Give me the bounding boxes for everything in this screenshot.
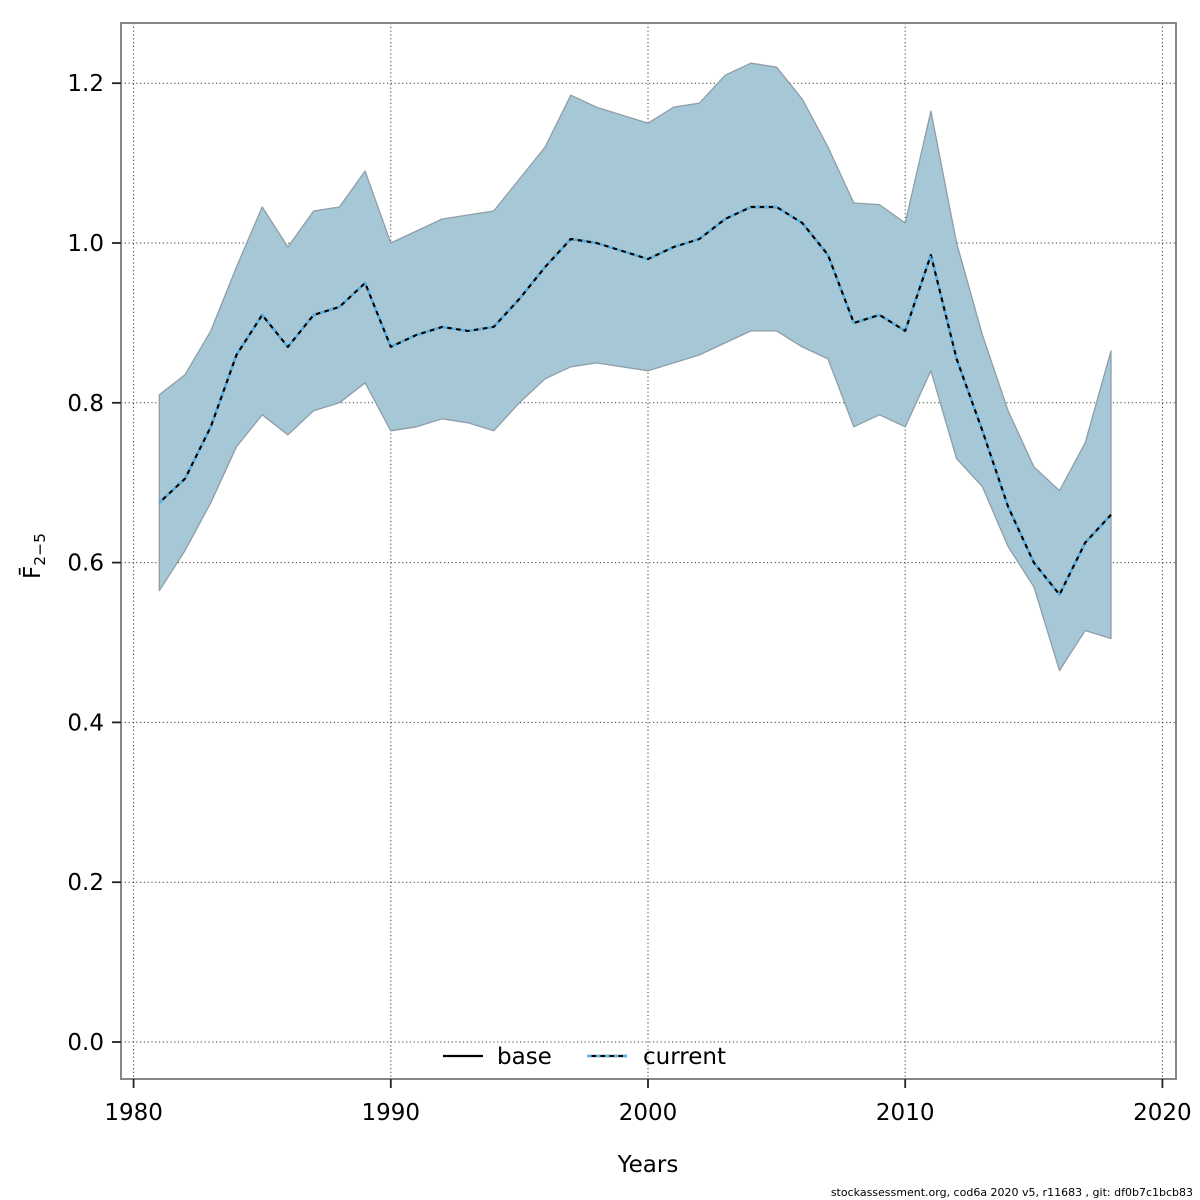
tick-label-y-0.0: 0.0 — [67, 1030, 104, 1056]
tick-label-y-0.4: 0.4 — [67, 710, 104, 736]
tick-label-x-2000: 2000 — [619, 1100, 678, 1126]
tick-label-x-2010: 2010 — [876, 1100, 935, 1126]
series-layer — [158, 205, 1112, 596]
axis-tick-labels: 1980 1990 2000 2010 2020 0.0 0.2 0.4 0.6 0.8 1.0 1.… — [67, 71, 1191, 1126]
y-axis-title: F̄2−5 — [18, 533, 49, 579]
tick-label-y-0.8: 0.8 — [67, 391, 104, 417]
y-axis-title-main: F̄ — [18, 566, 46, 579]
tick-label-y-1.2: 1.2 — [67, 71, 104, 97]
axis-ticks — [112, 82, 1164, 1088]
x-axis-title: Years — [617, 1152, 679, 1178]
legend-label-current: current — [643, 1044, 726, 1070]
current-line — [158, 205, 1112, 596]
tick-label-x-1980: 1980 — [104, 1100, 163, 1126]
legend: base current — [443, 1044, 726, 1070]
band-layer — [158, 62, 1112, 672]
tick-label-x-1990: 1990 — [362, 1100, 421, 1126]
footer-attribution: stockassessment.org, cod6a 2020 v5, r116… — [831, 1186, 1193, 1199]
legend-label-base: base — [497, 1044, 552, 1070]
tick-label-x-2020: 2020 — [1133, 1100, 1192, 1126]
confidence-band — [158, 62, 1112, 672]
y-axis-title-subscript: 2−5 — [31, 533, 49, 566]
tick-label-y-0.6: 0.6 — [67, 551, 104, 577]
svg-text:F̄2−5: F̄2−5 — [18, 533, 49, 579]
tick-label-y-0.2: 0.2 — [67, 870, 104, 896]
tick-label-y-1.0: 1.0 — [67, 231, 104, 257]
